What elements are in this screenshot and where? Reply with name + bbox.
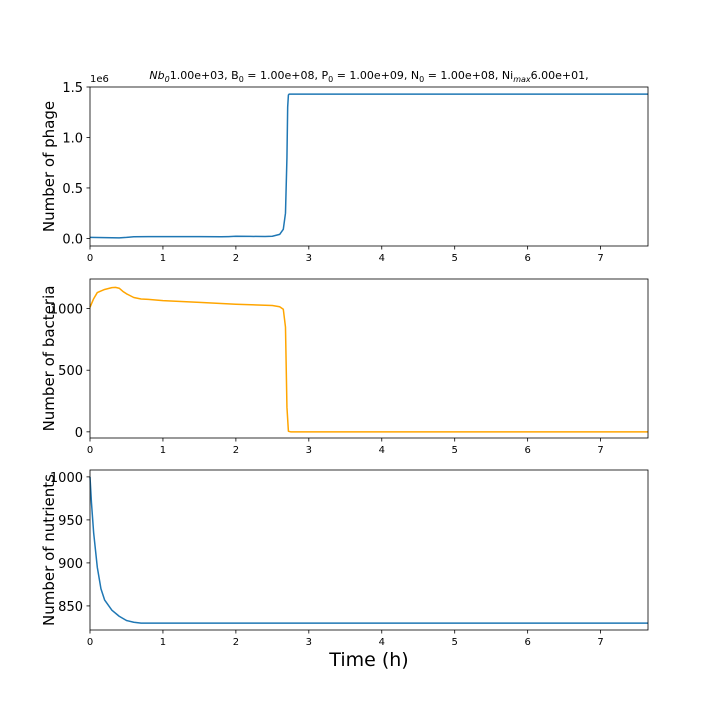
phage-xtick-label: 5	[452, 253, 458, 264]
phage-ytick-label: 0.5	[62, 182, 83, 197]
chart-panels: 0 1 2 3 4 5 6 7 0.0 0.5 1.0 1.5 Number of phage 1e6 0 1…	[40, 74, 649, 671]
bacteria-xtick-label: 1	[160, 445, 166, 456]
nutrients-ytick-label: 900	[58, 557, 83, 572]
bacteria-ytick-label: 0	[75, 426, 83, 441]
phage-ytick-label: 1.0	[62, 131, 83, 146]
bacteria-xtick-label: 5	[452, 445, 458, 456]
panel-phage: 0 1 2 3 4 5 6 7 0.0 0.5 1.0 1.5 Number of phage 1e6	[40, 74, 649, 264]
nutrients-xtick-label: 0	[87, 637, 93, 648]
bacteria-xtick-label: 7	[597, 445, 603, 456]
nutrients-xtick-label: 7	[597, 637, 603, 648]
phage-ytick-label: 1.5	[62, 81, 83, 96]
nutrients-ytick-label: 850	[58, 600, 83, 615]
phage-xtick-label: 1	[160, 253, 166, 264]
phage-xtick-label: 3	[306, 253, 312, 264]
phage-xtick-label: 0	[87, 253, 93, 264]
bacteria-xtick-label: 3	[306, 445, 312, 456]
nutrients-xtick-label: 1	[160, 637, 166, 648]
nutrients-xtick-label: 5	[452, 637, 458, 648]
nutrients-series-line	[89, 476, 648, 624]
chart-title: Nb01.00e+03, B0 = 1.00e+08, P0 = 1.00e+0…	[149, 69, 588, 84]
bacteria-axes-frame	[89, 278, 649, 439]
phage-xtick-label: 7	[597, 253, 603, 264]
nutrients-xtick-label: 3	[306, 637, 312, 648]
nutrients-xtick-label: 4	[379, 637, 385, 648]
bacteria-ytick-label: 1000	[50, 303, 83, 318]
nutrients-axes-frame	[89, 469, 649, 631]
bacteria-series-line	[89, 286, 648, 433]
bacteria-ytick-label: 500	[58, 364, 83, 379]
bacteria-xtick-label: 6	[524, 445, 530, 456]
phage-ytick-label: 0.0	[62, 232, 83, 247]
phage-xtick-label: 2	[233, 253, 239, 264]
nutrients-xlabel: Time (h)	[328, 649, 408, 671]
nutrients-xtick-label: 6	[524, 637, 530, 648]
nutrients-ytick-label: 1000	[50, 471, 83, 486]
bacteria-xtick-label: 2	[233, 445, 239, 456]
nutrients-ytick-label: 950	[58, 514, 83, 529]
phage-series-line	[89, 93, 648, 239]
phage-xtick-label: 6	[524, 253, 530, 264]
bacteria-ylabel: Number of bacteria	[40, 286, 58, 432]
bacteria-xtick-label: 0	[87, 445, 93, 456]
nutrients-ylabel: Number of nutrients	[40, 474, 58, 626]
phage-axes-frame	[89, 86, 649, 247]
phage-offset-text: 1e6	[90, 74, 109, 85]
bacteria-xtick-label: 4	[379, 445, 385, 456]
nutrients-xtick-label: 2	[233, 637, 239, 648]
phage-ylabel: Number of phage	[40, 101, 58, 232]
phage-xtick-label: 4	[379, 253, 385, 264]
